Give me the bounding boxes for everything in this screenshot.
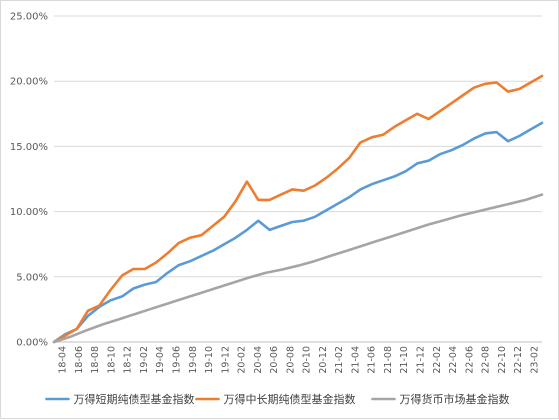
x-tick-label: 18-04 [58,346,69,374]
x-tick-label: 22-12 [513,346,524,374]
legend-label: 万得货币市场基金指数 [400,392,510,406]
x-tick-label: 19-12 [220,346,231,374]
x-tick-label: 21-08 [383,346,394,374]
x-tick-label: 20-12 [318,346,329,374]
x-tick-label: 22-08 [481,346,492,374]
y-tick-label: 0.00% [16,338,48,349]
x-tick-label: 22-04 [448,346,459,374]
series-line-1 [52,121,544,344]
x-axis: 18-04 18-06 18-08 18-10 18-12 19-02 19-04 19-06… [54,341,542,374]
x-tick-label: 22-06 [464,346,475,374]
x-tick-label: 20-02 [237,346,248,374]
x-tick-label: 19-02 [139,346,150,374]
legend-item-1: 万得短期纯债型基金指数 [45,392,195,406]
x-tick-label: 18-12 [123,346,134,374]
x-tick-label: 20-08 [285,346,296,374]
series-line-2 [52,74,544,344]
x-tick-label: 19-06 [172,346,183,374]
y-tick-label: 20.00% [10,77,48,88]
series-line-3 [52,193,544,344]
legend-item-2: 万得中长期纯债型基金指数 [195,392,356,406]
y-tick-label: 5.00% [16,272,48,283]
x-tick-label: 23-02 [529,346,540,374]
y-tick-label: 10.00% [10,207,48,218]
x-tick-label: 21-04 [350,346,361,374]
x-tick-label: 19-04 [155,346,166,374]
x-tick-label: 21-12 [416,346,427,374]
x-tick-label: 19-10 [204,346,215,374]
x-tick-label: 20-04 [253,346,264,374]
x-tick-label: 18-10 [106,346,117,374]
x-tick-label: 19-08 [188,346,199,374]
x-tick-label: 20-10 [302,346,313,374]
y-tick-label: 15.00% [10,142,48,153]
x-tick-label: 18-08 [90,346,101,374]
x-tick-label: 21-10 [399,346,410,374]
legend-label: 万得中长期纯债型基金指数 [224,392,356,406]
x-tick-label: 18-06 [74,346,85,374]
y-tick-label: 25.00% [10,12,48,23]
legend-label: 万得短期纯债型基金指数 [74,392,195,406]
y-axis: 0.00% 5.00% 10.00% 15.00% 20.00% 25.00% [10,12,48,349]
x-tick-label: 22-02 [432,346,443,374]
series-lines [52,74,544,344]
legend-item-3: 万得货币市场基金指数 [371,392,510,406]
x-tick-label: 21-02 [334,346,345,374]
x-tick-label: 20-06 [269,346,280,374]
x-tick-label: 22-10 [497,346,508,374]
x-tick-label: 21-06 [367,346,378,374]
legend: 万得短期纯债型基金指数 万得中长期纯债型基金指数 万得货币市场基金指数 [45,392,510,406]
